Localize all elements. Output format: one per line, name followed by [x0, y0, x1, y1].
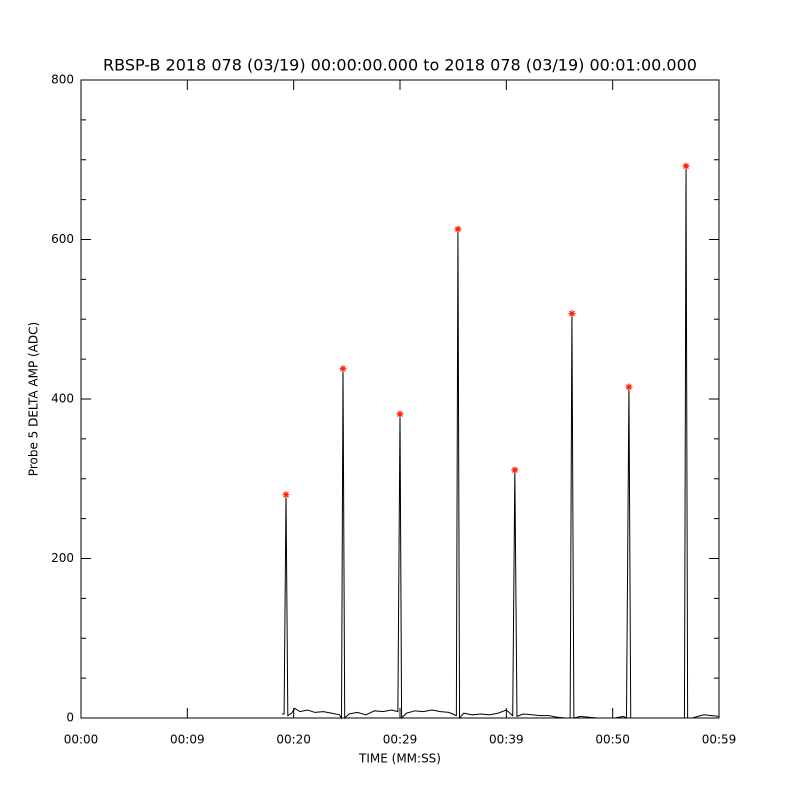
x-tick-label: 00:00 [64, 733, 99, 747]
x-tick-label: 00:29 [383, 733, 418, 747]
peak-marker [396, 410, 404, 418]
peak-marker [339, 365, 347, 373]
y-tick-label: 600 [51, 232, 74, 246]
peak-marker [625, 383, 633, 391]
peak-marker [454, 225, 462, 233]
y-tick-label: 400 [51, 392, 74, 406]
y-tick-label: 0 [66, 711, 74, 725]
x-tick-label: 00:59 [702, 733, 737, 747]
trace-line [281, 166, 720, 720]
peak-marker [682, 162, 690, 170]
peak-marker [511, 466, 519, 474]
chart-title: RBSP-B 2018 078 (03/19) 00:00:00.000 to … [103, 56, 697, 75]
x-tick-label: 00:09 [170, 733, 205, 747]
x-tick-label: 00:50 [595, 733, 630, 747]
y-tick-label: 200 [51, 551, 74, 565]
x-tick-label: 00:20 [276, 733, 311, 747]
y-axis-label: Probe 5 DELTA AMP (ADC) [27, 322, 41, 476]
peak-marker [282, 491, 290, 499]
y-tick-label: 800 [51, 73, 74, 87]
peak-marker [568, 310, 576, 318]
x-tick-label: 00:39 [489, 733, 524, 747]
x-axis-label: TIME (MM:SS) [358, 752, 441, 766]
